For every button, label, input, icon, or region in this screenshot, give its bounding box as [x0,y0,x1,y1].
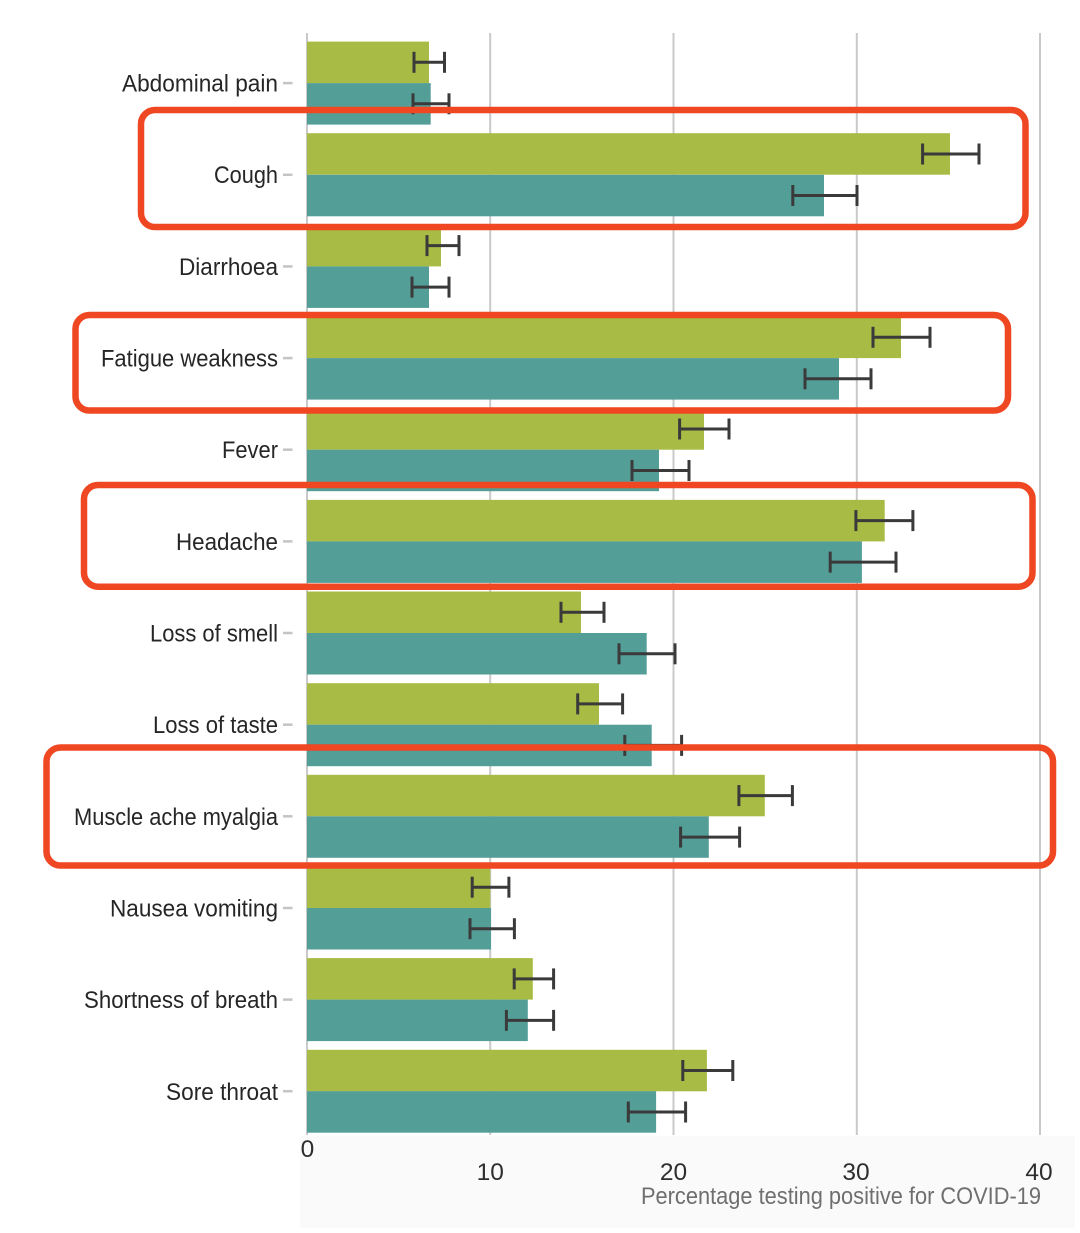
svg-text:Cough: Cough [214,162,278,189]
svg-text:Fatigue weakness: Fatigue weakness [101,346,278,373]
svg-text:Abdominal pain: Abdominal pain [122,71,278,98]
svg-text:Muscle ache myalgia: Muscle ache myalgia [74,804,278,831]
svg-text:Fever: Fever [222,437,278,464]
svg-text:Diarrhoea: Diarrhoea [179,254,278,281]
svg-text:30: 30 [842,1159,869,1186]
svg-text:Shortness of breath: Shortness of breath [84,987,278,1014]
svg-text:0: 0 [301,1136,315,1163]
svg-text:Nausea vomiting: Nausea vomiting [110,896,278,923]
svg-text:Percentage testing positive fo: Percentage testing positive for COVID-19 [641,1183,1041,1210]
svg-text:Sore throat: Sore throat [166,1079,278,1106]
svg-text:Loss of taste: Loss of taste [153,712,278,739]
svg-text:40: 40 [1025,1159,1052,1186]
svg-text:20: 20 [660,1159,687,1186]
svg-text:Loss of smell: Loss of smell [150,621,278,648]
svg-text:10: 10 [477,1159,504,1186]
svg-text:Headache: Headache [176,529,278,556]
